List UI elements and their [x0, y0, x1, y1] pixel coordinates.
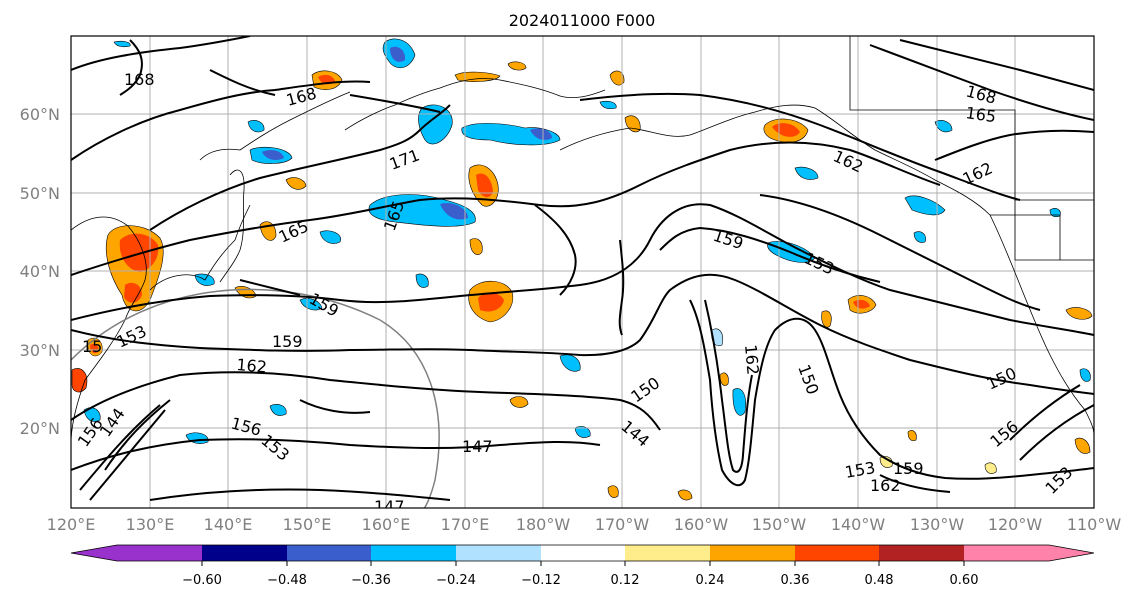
lon-label: 130°E: [126, 515, 175, 534]
colorbar-tick: 0.24: [696, 573, 725, 588]
contour-label: 162: [236, 355, 268, 377]
lon-label: 140°E: [204, 515, 253, 534]
lon-label: 180°W: [516, 515, 571, 534]
colorbar-segment: [287, 545, 371, 561]
lon-label: 170°E: [441, 515, 490, 534]
lon-label: 140°W: [831, 515, 886, 534]
lon-label: 120°E: [47, 515, 96, 534]
lon-label: 150°W: [752, 515, 807, 534]
lon-label: 110°W: [1067, 515, 1122, 534]
colorbar-segment: [117, 545, 202, 561]
contour-label: 15: [82, 337, 102, 356]
contour-label: 147: [374, 497, 405, 516]
map-area: 168 168 171 165 165 168 165 162 162 159 …: [71, 36, 1094, 516]
lon-label: 160°E: [362, 515, 411, 534]
map-frame: [70, 35, 1095, 509]
colorbar-segment: [541, 545, 625, 561]
colorbar-tick: 0.48: [865, 573, 894, 588]
colorbar: −0.60 −0.48 −0.36 −0.24 −0.12 0.12 0.24 …: [70, 544, 1095, 588]
colorbar-segment: [202, 545, 287, 561]
latitude-labels: 60°N 50°N 40°N 30°N 20°N: [20, 105, 60, 438]
colorbar-segment: [879, 545, 964, 561]
colorbar-tick: 0.36: [781, 573, 810, 588]
lon-label: 150°E: [283, 515, 332, 534]
colorbar-tick: −0.36: [351, 573, 391, 588]
coastlines: [71, 36, 1094, 441]
lon-label: 130°W: [910, 515, 965, 534]
lon-label: 160°W: [674, 515, 729, 534]
contour-label: 168: [124, 70, 155, 89]
contour-label: 162: [741, 344, 763, 376]
colorbar-tick: −0.60: [182, 573, 222, 588]
colorbar-segment: [795, 545, 879, 561]
contour-label: 165: [964, 103, 997, 126]
colorbar-segment: [625, 545, 710, 561]
graticule: [71, 36, 1094, 508]
colorbar-tick: 0.12: [611, 573, 640, 588]
colorbar-tick: −0.12: [521, 573, 561, 588]
colorbar-tick: −0.24: [436, 573, 476, 588]
colorbar-segment: [964, 545, 1049, 561]
contour-label: 162: [870, 476, 901, 495]
colorbar-tick: 0.60: [950, 573, 979, 588]
colorbar-segment: [710, 545, 795, 561]
lat-label: 60°N: [20, 105, 60, 124]
lon-label: 170°W: [595, 515, 650, 534]
lat-label: 50°N: [20, 184, 60, 203]
lat-label: 20°N: [20, 419, 60, 438]
shading-layer: [71, 38, 1093, 501]
colorbar-segment: [1049, 545, 1094, 561]
lat-label: 40°N: [20, 262, 60, 281]
colorbar-tick: −0.48: [267, 573, 307, 588]
colorbar-segment: [71, 545, 117, 561]
lon-label: 120°W: [988, 515, 1043, 534]
longitude-labels: 120°E 130°E 140°E 150°E 160°E 170°E 180°…: [47, 515, 1122, 534]
colorbar-segment: [371, 545, 456, 561]
lat-label: 30°N: [20, 341, 60, 360]
height-contours: [71, 36, 1094, 501]
colorbar-segment: [456, 545, 541, 561]
contour-label: 159: [893, 459, 924, 478]
map-title: 2024011000 F000: [509, 11, 656, 30]
contour-label: 147: [462, 437, 493, 456]
contour-label: 159: [272, 332, 303, 351]
colorbar-outline: [70, 544, 1095, 562]
